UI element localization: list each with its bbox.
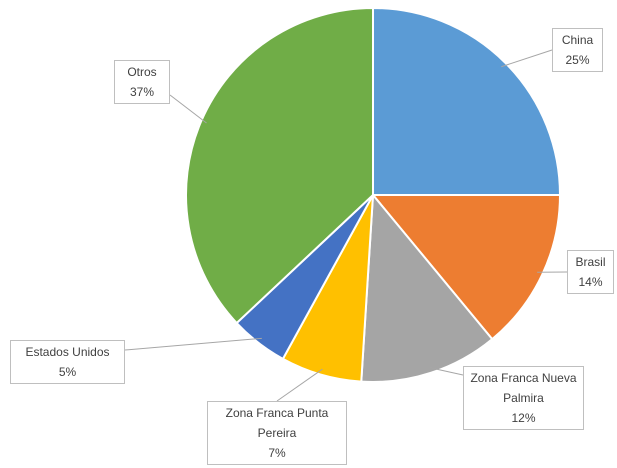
leader-line: [428, 367, 464, 376]
label-name: Otros: [127, 65, 157, 79]
data-label: Zona Franca Nueva Palmira 12%: [463, 366, 584, 430]
data-label: Estados Unidos 5%: [10, 340, 125, 384]
leader-line: [501, 49, 553, 68]
label-value: 5%: [58, 365, 77, 379]
label-name: Brasil: [575, 255, 606, 269]
label-name: Estados Unidos: [25, 345, 110, 359]
label-value: 25%: [565, 53, 590, 67]
data-label: Otros 37%: [114, 60, 170, 104]
label-name: Zona Franca Punta Pereira: [225, 406, 329, 440]
leader-line: [276, 368, 323, 402]
label-name: Zona Franca Nueva Palmira: [470, 371, 577, 405]
data-label: Brasil 14%: [567, 250, 614, 294]
pie-slice: [185, 6, 374, 325]
label-value: 14%: [578, 275, 603, 289]
pie-slice: [360, 192, 494, 383]
pie-slice: [372, 6, 562, 196]
label-value: 7%: [268, 446, 286, 460]
data-label: Zona Franca Punta Pereira 7%: [207, 401, 347, 465]
pie-slice: [370, 194, 562, 341]
data-label: China 25%: [552, 28, 603, 72]
label-value: 37%: [129, 85, 155, 99]
label-value: 12%: [511, 411, 536, 425]
leader-line: [124, 337, 262, 351]
label-name: China: [561, 33, 594, 47]
leader-line: [169, 94, 207, 124]
